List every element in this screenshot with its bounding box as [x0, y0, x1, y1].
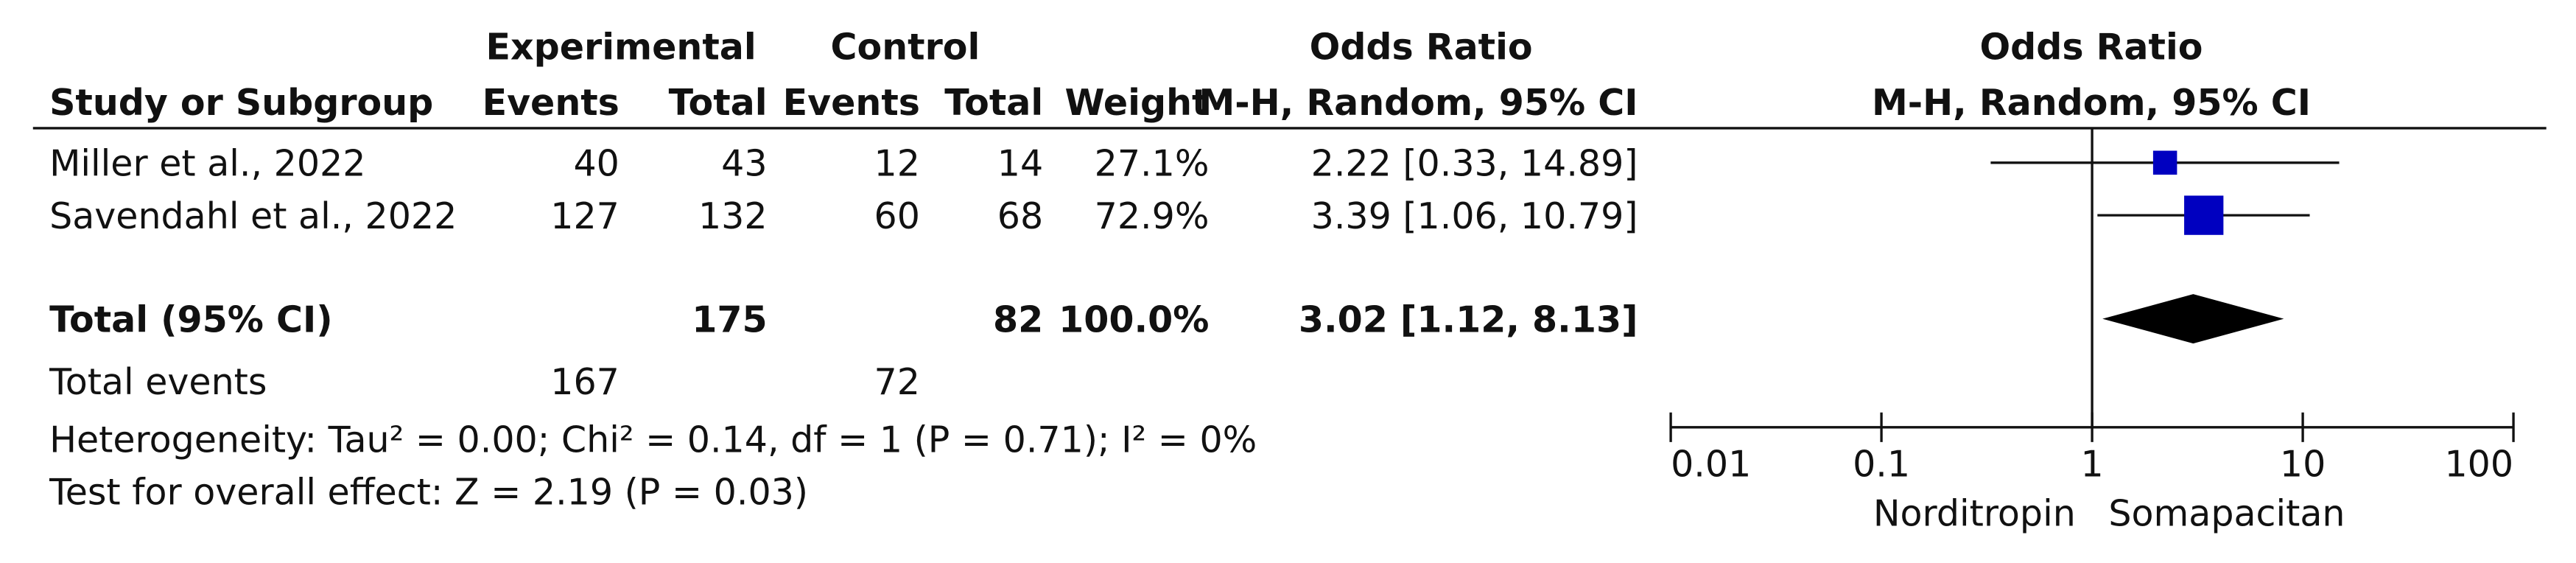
cell: 132	[698, 195, 768, 237]
x-tick-label: 10	[2280, 443, 2326, 486]
x-tick-label: 0.01	[1671, 443, 1751, 486]
plot-header: Odds Ratio	[1979, 25, 2203, 68]
cell: 68	[997, 195, 1043, 237]
total-name: Total (95% CI)	[49, 298, 333, 340]
weight-label: 100.0%	[1059, 298, 1209, 340]
study-name: Savendahl et al., 2022	[49, 195, 457, 237]
group-header: Control	[831, 25, 980, 68]
column-header: Study or Subgroup	[49, 81, 433, 124]
summary-diamond	[2102, 294, 2284, 344]
cell: 175	[692, 298, 767, 340]
x-tick-label: 100	[2444, 443, 2513, 486]
column-header: Total	[669, 81, 768, 124]
weight-square	[2184, 195, 2224, 235]
weight-label: 27.1%	[1095, 142, 1210, 185]
weight-label: 72.9%	[1095, 195, 1210, 237]
or-label: 3.39 [1.06, 10.79]	[1311, 195, 1638, 237]
cell: 43	[721, 142, 767, 185]
cell: 167	[550, 360, 620, 403]
x-tick-label: 1	[2080, 443, 2103, 486]
cell: 60	[874, 195, 920, 237]
cell: 72	[874, 360, 920, 403]
cell: 127	[550, 195, 620, 237]
x-label-right: Somapacitan	[2108, 492, 2345, 535]
cell: 82	[993, 298, 1043, 340]
column-header: Weight	[1065, 81, 1210, 124]
cell: 40	[573, 142, 619, 185]
group-header: Experimental	[486, 25, 757, 68]
column-header: Total	[944, 81, 1043, 124]
cell: 12	[874, 142, 920, 185]
column-header: Events	[783, 81, 920, 124]
group-header: Odds Ratio	[1310, 25, 1533, 68]
plot-header: M-H, Random, 95% CI	[1872, 81, 2311, 124]
weight-square	[2152, 150, 2177, 175]
x-tick-label: 0.1	[1853, 443, 1910, 486]
cell: 14	[997, 142, 1043, 185]
heterogeneity: Heterogeneity: Tau² = 0.00; Chi² = 0.14,…	[49, 418, 1257, 461]
or-label: 3.02 [1.12, 8.13]	[1299, 298, 1638, 340]
total-events-name: Total events	[49, 360, 267, 403]
overall-effect: Test for overall effect: Z = 2.19 (P = 0…	[49, 471, 808, 514]
column-header: M-H, Random, 95% CI	[1198, 81, 1638, 124]
or-label: 2.22 [0.33, 14.89]	[1311, 142, 1638, 185]
x-label-left: Norditropin	[1873, 492, 2076, 535]
column-header: Events	[482, 81, 620, 124]
study-name: Miller et al., 2022	[49, 142, 365, 185]
